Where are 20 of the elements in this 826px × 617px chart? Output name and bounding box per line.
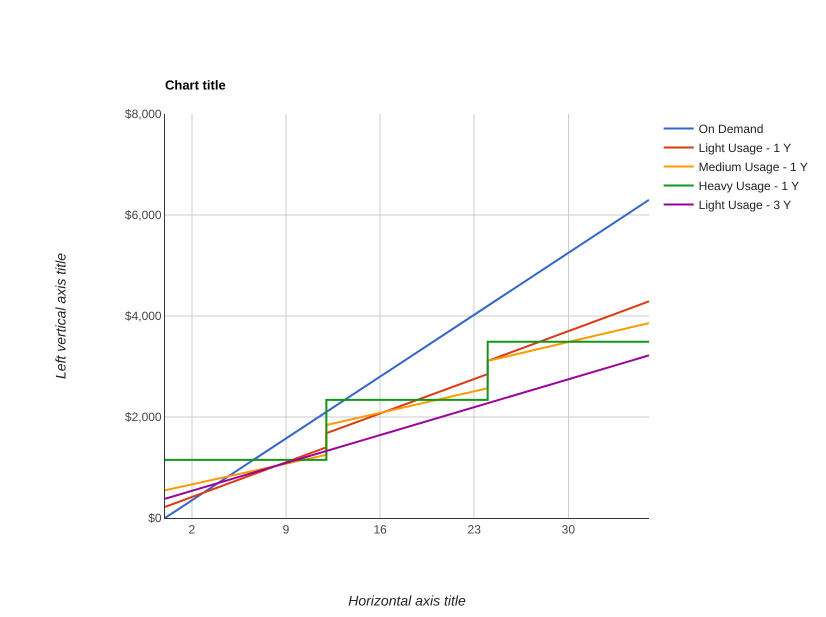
legend-label: Light Usage - 1 Y	[698, 141, 792, 156]
y-axis-title: Left vertical axis title	[52, 252, 68, 380]
y-tick-label: $6,000	[124, 208, 162, 222]
x-tick-label: 16	[373, 522, 388, 536]
legend-label: Heavy Usage - 1 Y	[698, 179, 800, 194]
x-tick-label: 30	[562, 522, 576, 536]
y-tick-label: $4,000	[124, 309, 162, 324]
y-tick-label: $0	[148, 511, 162, 526]
y-tick-label: $8,000	[124, 107, 162, 122]
legend-label: Medium Usage - 1 Y	[698, 160, 808, 174]
line-series	[165, 300, 649, 508]
x-axis-title: Horizontal axis title	[348, 592, 466, 609]
legend-label: On Demand	[698, 122, 764, 136]
legend-label: Light Usage - 3 Y	[698, 198, 792, 212]
x-tick-label: 23	[468, 522, 482, 536]
line-series	[165, 322, 649, 492]
x-tick-label: 9	[282, 522, 290, 536]
y-tick-label: $2,000	[124, 410, 162, 424]
chart-title: Chart title	[165, 78, 226, 93]
x-tick-label: 2	[188, 522, 196, 536]
